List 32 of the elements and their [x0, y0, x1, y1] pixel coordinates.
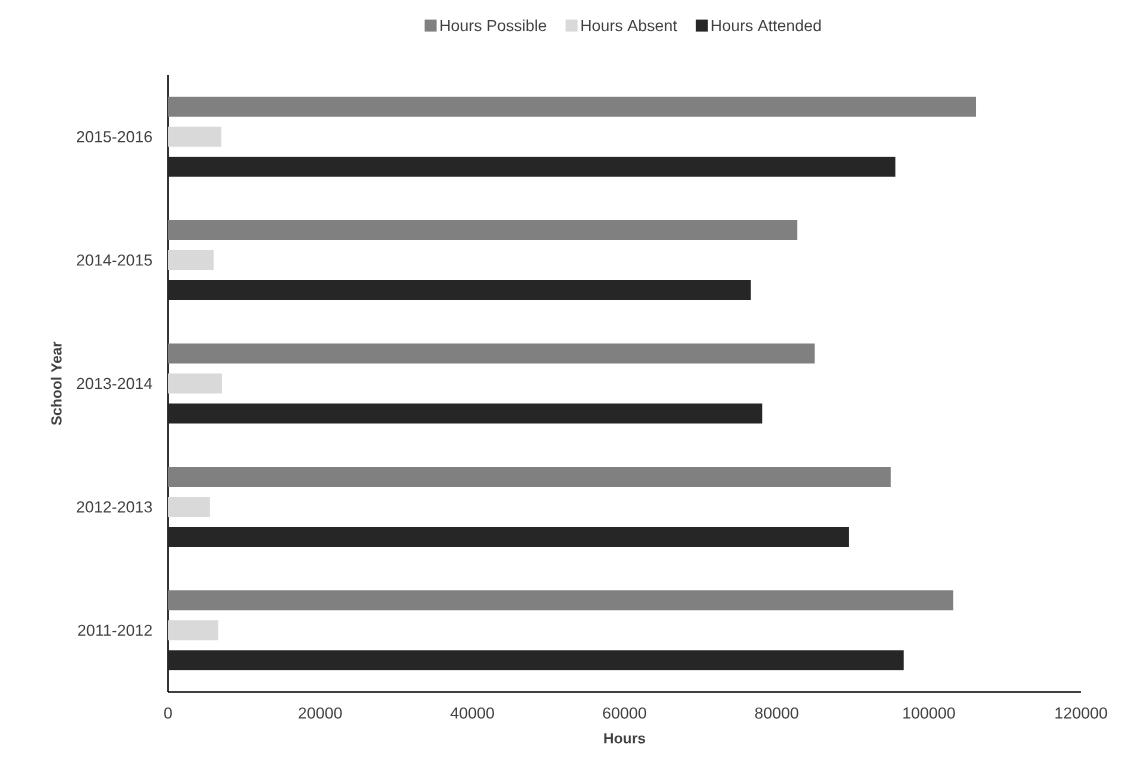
- bar: [168, 280, 751, 301]
- x-tick-label: 20000: [298, 707, 342, 719]
- y-axis-title: School Year: [50, 341, 62, 426]
- bar: [168, 373, 223, 394]
- bar: [168, 620, 219, 641]
- bar: [168, 403, 763, 424]
- x-tick-label: 80000: [755, 707, 799, 719]
- x-tick-label: 120000: [1055, 707, 1108, 719]
- bar: [168, 156, 896, 177]
- y-tick-label: 2012-2013: [76, 501, 152, 513]
- bar: [168, 220, 798, 241]
- bar: [168, 590, 954, 611]
- y-tick-label: 2015-2016: [76, 131, 152, 143]
- bar: [168, 496, 210, 517]
- bar: [168, 650, 904, 671]
- bar: [168, 126, 222, 147]
- bar: [168, 96, 977, 117]
- bar: [168, 343, 815, 364]
- bar: [168, 250, 214, 271]
- y-tick-label: 2013-2014: [76, 377, 153, 390]
- x-tick-label: 40000: [450, 707, 494, 719]
- bar: [168, 526, 849, 547]
- x-tick-label: 0: [164, 707, 172, 719]
- y-tick-label: 2011-2012: [78, 624, 152, 636]
- x-tick-label: 60000: [603, 707, 647, 719]
- bar: [168, 466, 891, 487]
- x-tick-label: 100000: [903, 707, 955, 719]
- x-axis-title: Hours: [604, 733, 646, 744]
- legend-label: Hours Possible: [440, 19, 547, 32]
- legend-label: Hours Attended: [711, 19, 821, 32]
- y-tick-label: 2014-2015: [76, 254, 152, 266]
- legend-label: Hours Absent: [581, 19, 678, 32]
